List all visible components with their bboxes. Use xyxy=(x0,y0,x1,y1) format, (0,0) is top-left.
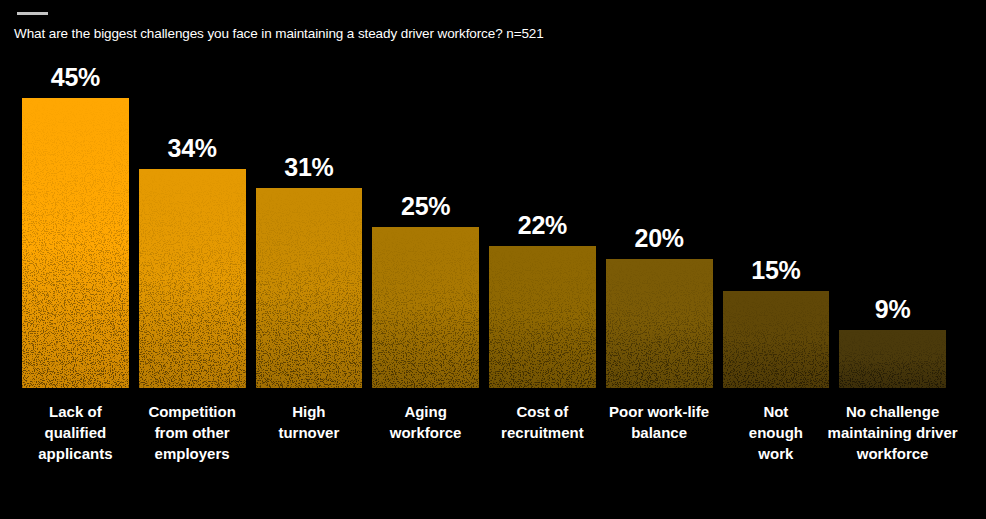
bar xyxy=(139,169,246,388)
bar-column: 31%Highturnover xyxy=(256,43,363,388)
bar-value-label: 34% xyxy=(168,134,217,163)
grain-texture xyxy=(839,330,946,388)
bar xyxy=(839,330,946,388)
grain-texture xyxy=(372,227,479,388)
bar-value-label: 15% xyxy=(751,256,800,285)
bar-column: 15%Notenoughwork xyxy=(723,43,830,388)
bar-label-line: workforce xyxy=(818,443,968,464)
bar-column: 45%Lack ofqualifiedapplicants xyxy=(22,43,129,388)
grain-texture xyxy=(489,246,596,388)
grain-texture xyxy=(22,98,129,388)
grain-texture xyxy=(606,259,713,388)
bar xyxy=(256,188,363,388)
bar-value-label: 22% xyxy=(518,211,567,240)
bar xyxy=(489,246,596,388)
bar xyxy=(723,291,830,388)
bar-label-line: No challenge xyxy=(818,401,968,422)
grain-texture xyxy=(139,169,246,388)
bar-value-label: 45% xyxy=(51,63,100,92)
grain-texture xyxy=(723,291,830,388)
bar-value-label: 25% xyxy=(401,192,450,221)
bar-label-line: employers xyxy=(117,443,267,464)
bar-column: 22%Cost ofrecruitment xyxy=(489,43,596,388)
bar-category-label: No challengemaintaining driverworkforce xyxy=(818,401,968,464)
bar-column: 9%No challengemaintaining driverworkforc… xyxy=(839,43,946,388)
chart-title: What are the biggest challenges you face… xyxy=(14,25,986,43)
bar-value-label: 31% xyxy=(284,153,333,182)
bar xyxy=(372,227,479,388)
title-accent-dash xyxy=(17,12,48,15)
bar-value-label: 9% xyxy=(875,295,911,324)
bar xyxy=(22,98,129,388)
bar-column: 34%Competitionfrom otheremployers xyxy=(139,43,246,388)
bar-chart: 45%Lack ofqualifiedapplicants34%Competit… xyxy=(22,43,946,388)
grain-texture xyxy=(256,188,363,388)
bar-column: 20%Poor work-lifebalance xyxy=(606,43,713,388)
bar-label-line: maintaining driver xyxy=(818,422,968,443)
bar-column: 25%Agingworkforce xyxy=(372,43,479,388)
bar-value-label: 20% xyxy=(635,224,684,253)
bar xyxy=(606,259,713,388)
